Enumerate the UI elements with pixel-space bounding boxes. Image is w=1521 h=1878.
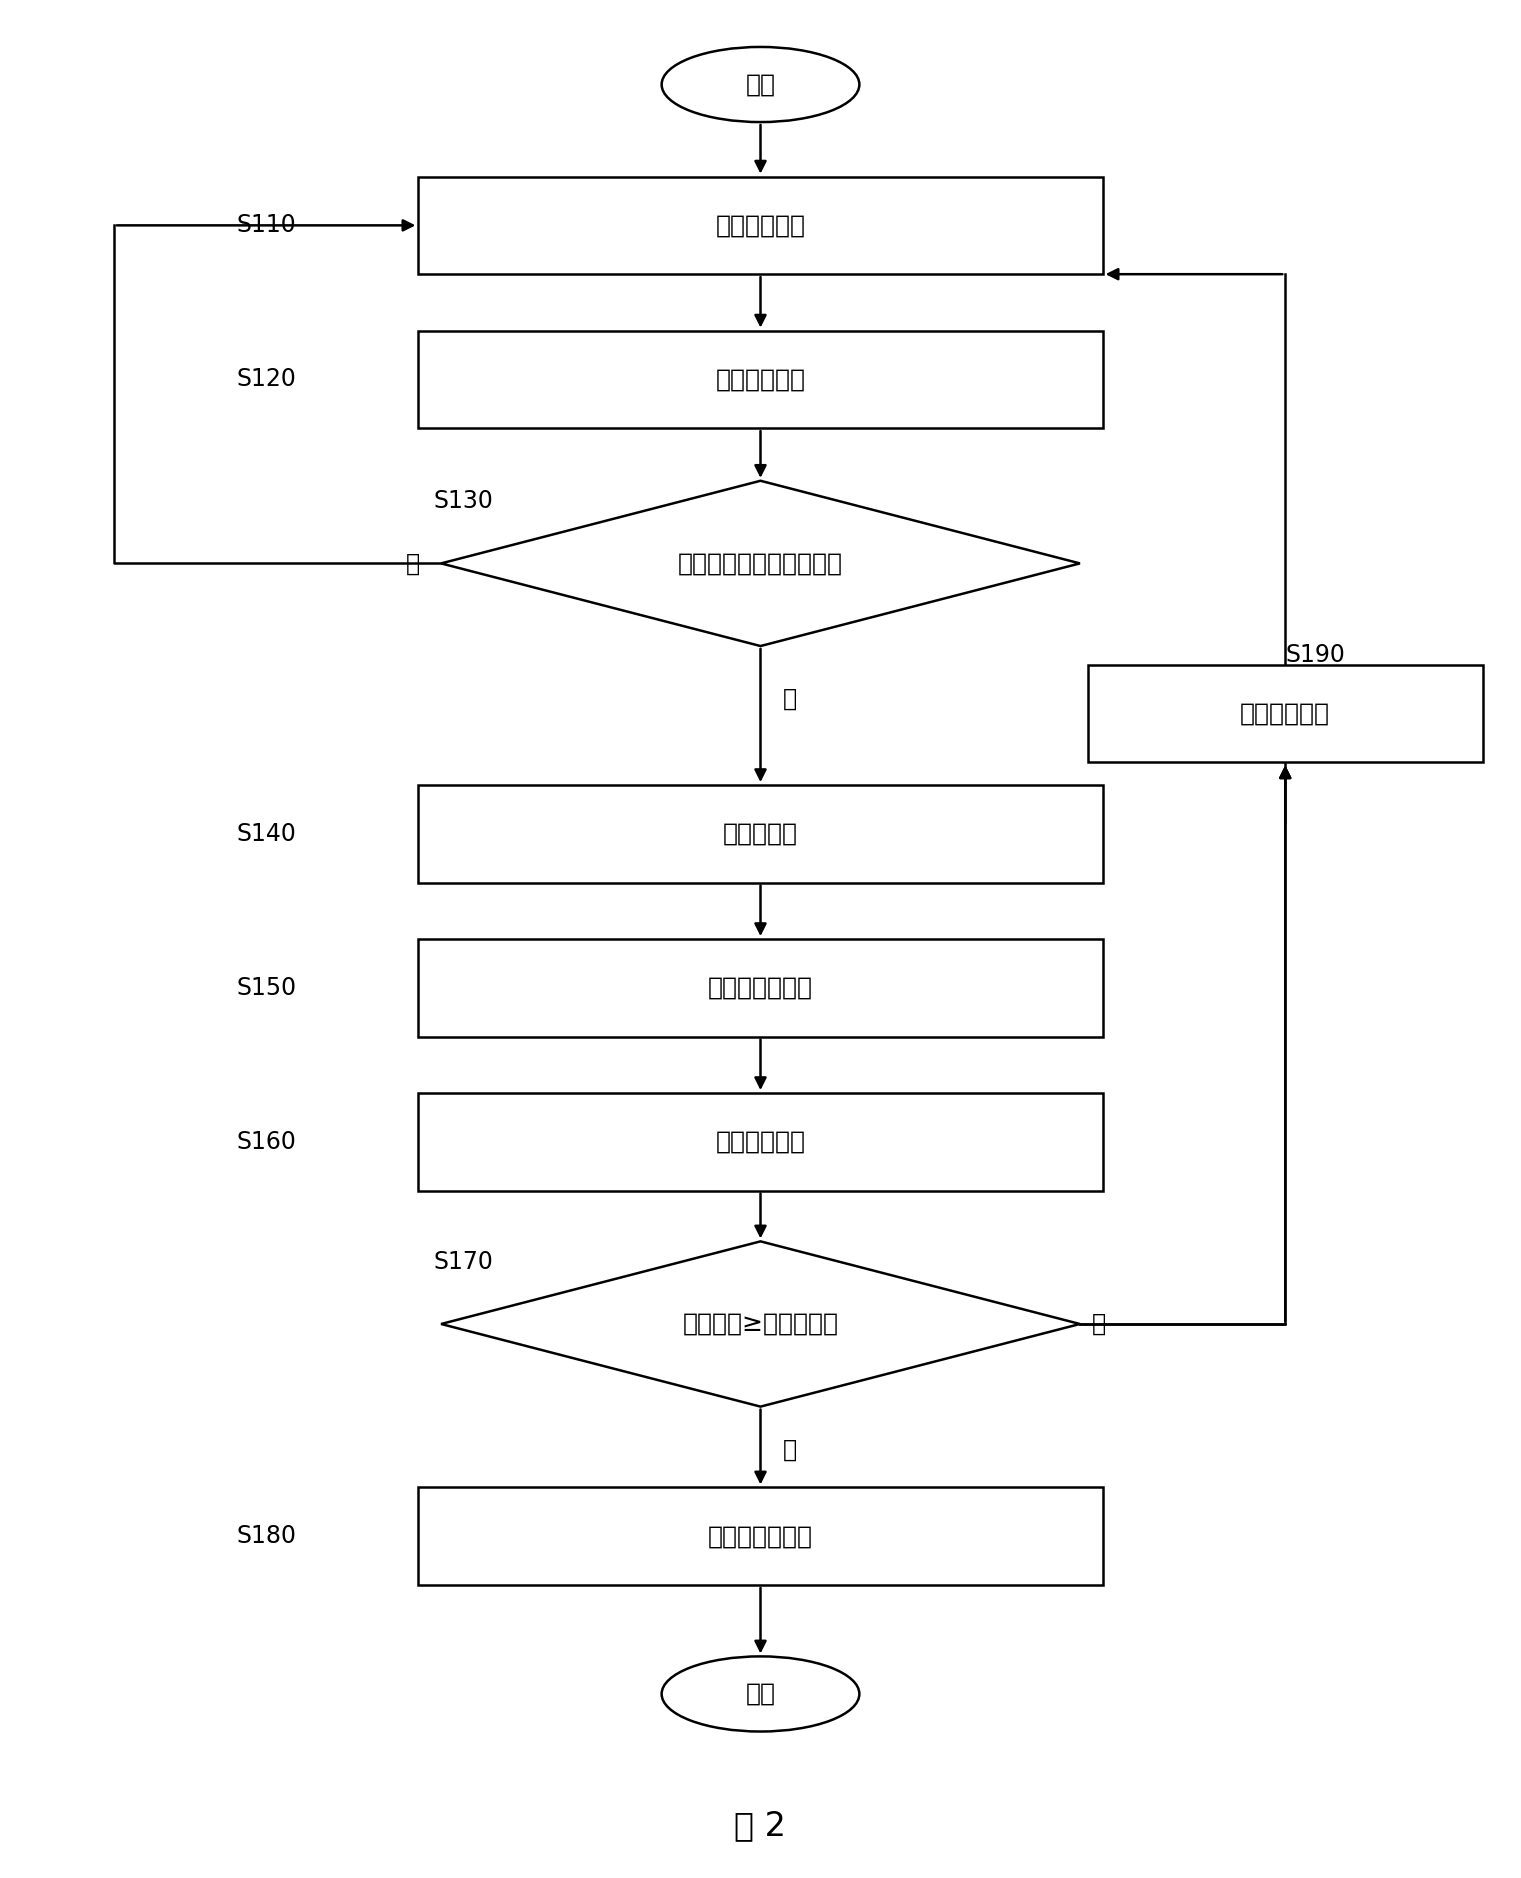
Text: 存储当前油温: 存储当前油温: [1240, 702, 1331, 725]
Text: S170: S170: [433, 1251, 493, 1273]
Text: 否: 否: [1092, 1313, 1106, 1335]
Text: S130: S130: [433, 490, 493, 513]
Text: S160: S160: [237, 1131, 297, 1153]
Polygon shape: [441, 1241, 1080, 1407]
Text: S190: S190: [1285, 644, 1345, 667]
Polygon shape: [441, 481, 1080, 646]
Bar: [418, 939, 1103, 1037]
Text: 计算当前油温: 计算当前油温: [715, 1131, 806, 1153]
Bar: [418, 785, 1103, 883]
Text: 图 2: 图 2: [735, 1809, 786, 1842]
Text: S120: S120: [237, 368, 297, 391]
Bar: [418, 331, 1103, 428]
Text: 是: 是: [783, 687, 797, 710]
Text: 计算生热量: 计算生热量: [722, 823, 799, 845]
Text: 否: 否: [406, 552, 420, 575]
Ellipse shape: [662, 47, 859, 122]
Text: 确定是否满足失速条件？: 确定是否满足失速条件？: [678, 552, 843, 575]
Bar: [418, 177, 1103, 274]
Text: S110: S110: [237, 214, 297, 237]
Bar: [418, 1093, 1103, 1191]
Text: S180: S180: [237, 1525, 297, 1547]
Bar: [418, 1487, 1103, 1585]
Text: S140: S140: [237, 823, 297, 845]
Text: 计算油温上升量: 计算油温上升量: [707, 977, 814, 999]
Text: 打开点火开关: 打开点火开关: [715, 214, 806, 237]
Bar: [1088, 665, 1483, 762]
Text: S150: S150: [236, 977, 297, 999]
Text: 当前油温≥预定油温？: 当前油温≥预定油温？: [683, 1313, 838, 1335]
Text: 检测车辆信息: 检测车辆信息: [715, 368, 806, 391]
Ellipse shape: [662, 1656, 859, 1732]
Text: 返回: 返回: [745, 1683, 776, 1705]
Text: 开始: 开始: [745, 73, 776, 96]
Text: 是: 是: [783, 1439, 797, 1461]
Text: 控制发动机扔矩: 控制发动机扔矩: [707, 1525, 814, 1547]
